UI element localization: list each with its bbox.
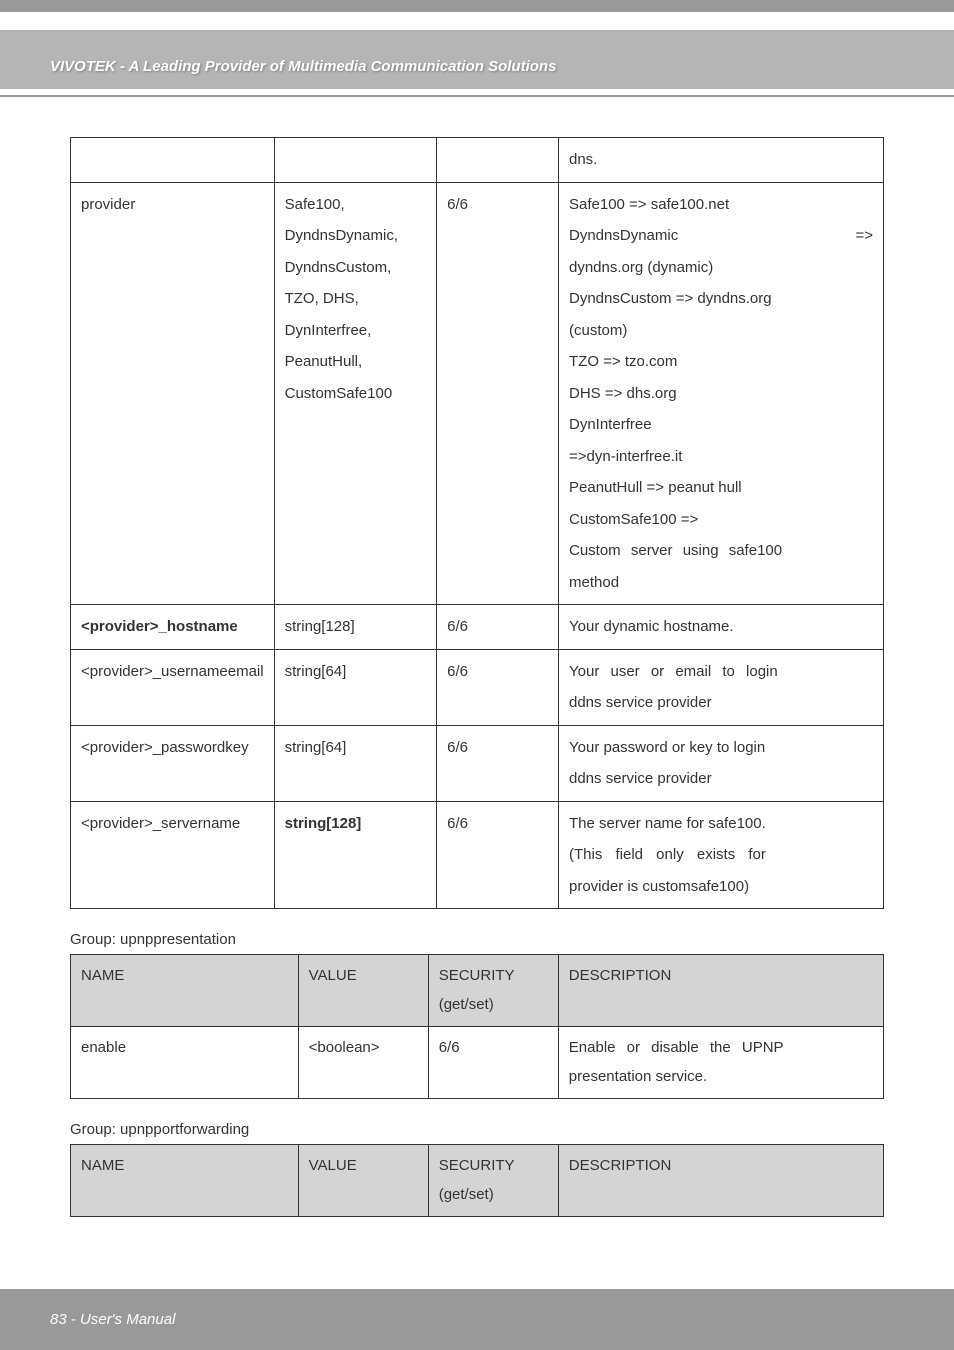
- table-row: dns.: [71, 138, 884, 183]
- upnpportforwarding-table: NAME VALUE SECURITY(get/set) DESCRIPTION: [70, 1144, 884, 1217]
- cell-desc: The server name for safe100.(This field …: [559, 801, 884, 909]
- header-description: DESCRIPTION: [558, 1145, 883, 1217]
- cell-name: <provider>_servername: [71, 801, 275, 909]
- group-label-upnppresentation: Group: upnppresentation: [70, 931, 884, 948]
- table-header-row: NAME VALUE SECURITY(get/set) DESCRIPTION: [71, 955, 884, 1027]
- header-description: DESCRIPTION: [558, 955, 883, 1027]
- cell-desc: Safe100 => safe100.net DyndnsDynamic=> d…: [559, 182, 884, 605]
- cell-name: <provider>_usernameemail: [71, 649, 275, 725]
- cell-sec: 6/6: [437, 801, 559, 909]
- cell-name: enable: [71, 1027, 299, 1099]
- cell-desc: Enable or disable the UPNPpresentation s…: [558, 1027, 883, 1099]
- table-row: <provider>_passwordkey string[64] 6/6 Yo…: [71, 725, 884, 801]
- cell-value: <boolean>: [298, 1027, 428, 1099]
- cell-sec: 6/6: [437, 605, 559, 650]
- cell-value: string[128]: [274, 605, 437, 650]
- cell-value: string[64]: [274, 725, 437, 801]
- content-area: dns. provider Safe100, DyndnsDynamic, Dy…: [0, 97, 954, 1237]
- table-header-row: NAME VALUE SECURITY(get/set) DESCRIPTION: [71, 1145, 884, 1217]
- cell-value: string[64]: [274, 649, 437, 725]
- table-row: <provider>_usernameemail string[64] 6/6 …: [71, 649, 884, 725]
- header-name: NAME: [71, 1145, 299, 1217]
- top-bar: [0, 0, 954, 12]
- group-label-upnpportforwarding: Group: upnpportforwarding: [70, 1121, 884, 1138]
- header-value: VALUE: [298, 1145, 428, 1217]
- footer: 83 - User's Manual: [0, 1289, 954, 1350]
- cell-desc: Your password or key to loginddns servic…: [559, 725, 884, 801]
- footer-text: 83 - User's Manual: [50, 1311, 175, 1328]
- table-row: <provider>_servername string[128] 6/6 Th…: [71, 801, 884, 909]
- cell-sec: 6/6: [437, 182, 559, 605]
- header-band: VIVOTEK - A Leading Provider of Multimed…: [0, 30, 954, 89]
- cell-sec: 6/6: [437, 725, 559, 801]
- cell-sec: 6/6: [428, 1027, 558, 1099]
- cell-desc: Your user or email to loginddns service …: [559, 649, 884, 725]
- table-row: provider Safe100, DyndnsDynamic, DyndnsC…: [71, 182, 884, 605]
- cell-name: provider: [71, 182, 275, 605]
- main-params-table: dns. provider Safe100, DyndnsDynamic, Dy…: [70, 137, 884, 909]
- header-name: NAME: [71, 955, 299, 1027]
- page-header-title: VIVOTEK - A Leading Provider of Multimed…: [50, 58, 904, 75]
- header-security: SECURITY(get/set): [428, 1145, 558, 1217]
- cell-value: string[128]: [274, 801, 437, 909]
- upnppresentation-table: NAME VALUE SECURITY(get/set) DESCRIPTION…: [70, 954, 884, 1099]
- cell-name: <provider>_hostname: [71, 605, 275, 650]
- table-row: enable <boolean> 6/6 Enable or disable t…: [71, 1027, 884, 1099]
- cell-desc: dns.: [559, 138, 884, 183]
- cell-value: Safe100, DyndnsDynamic, DyndnsCustom, TZ…: [274, 182, 437, 605]
- header-security: SECURITY(get/set): [428, 955, 558, 1027]
- cell-sec: 6/6: [437, 649, 559, 725]
- header-value: VALUE: [298, 955, 428, 1027]
- table-row: <provider>_hostname string[128] 6/6 Your…: [71, 605, 884, 650]
- cell-desc: Your dynamic hostname.: [559, 605, 884, 650]
- cell-name: <provider>_passwordkey: [71, 725, 275, 801]
